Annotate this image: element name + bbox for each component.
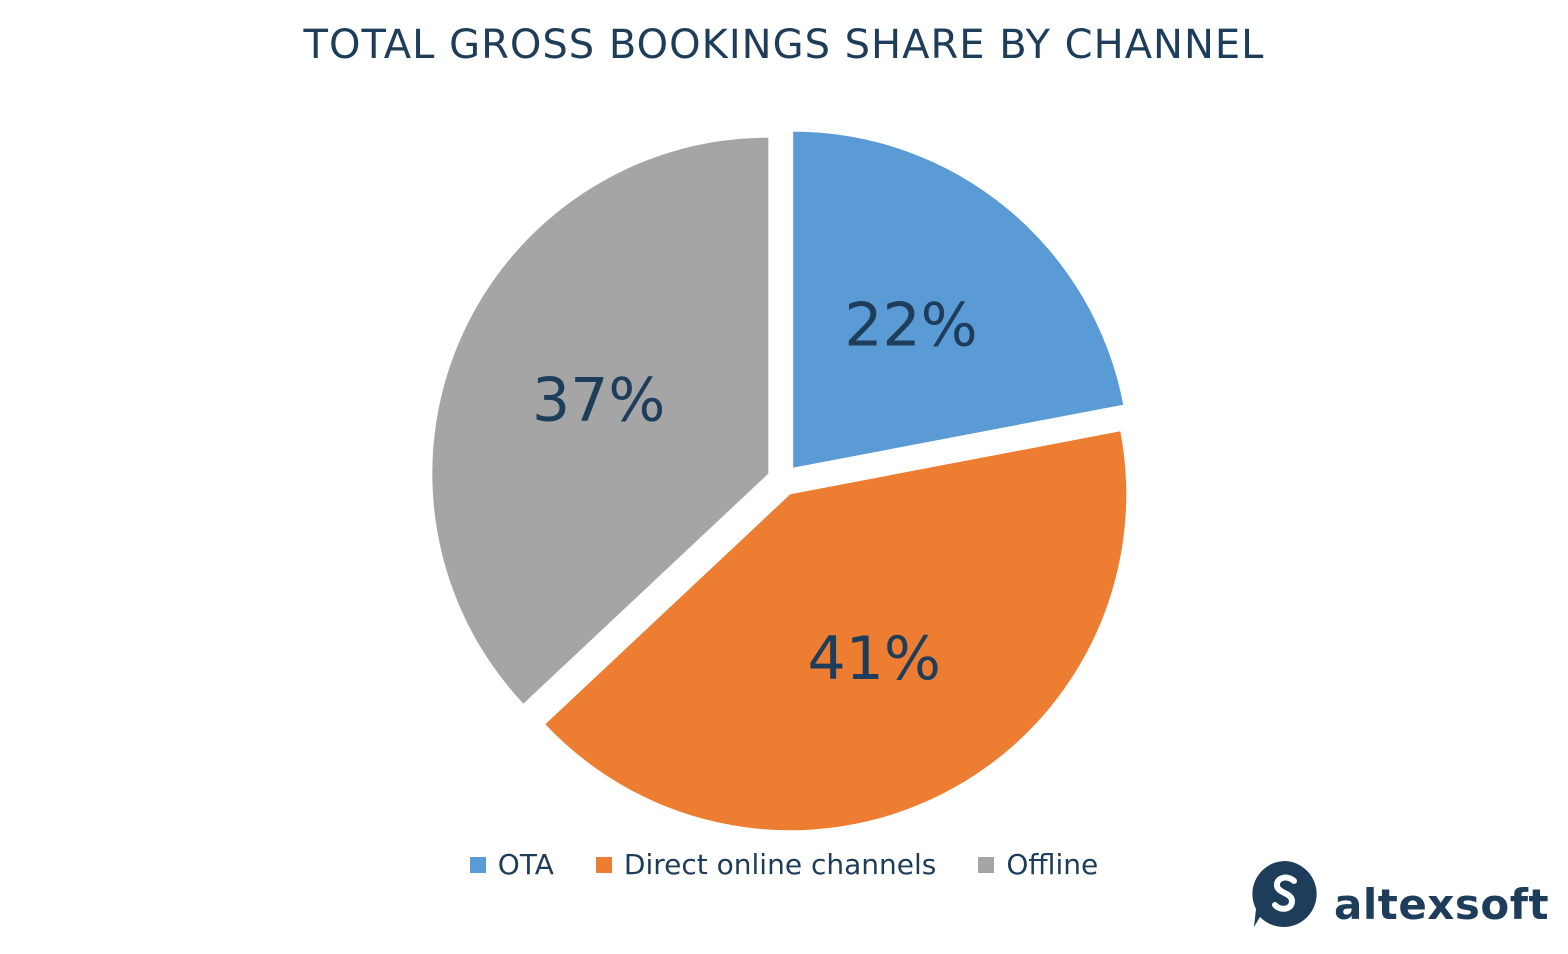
pie-label-direct-online-channels: 41% [807,624,940,694]
legend-label-offline: Offline [1006,848,1099,881]
legend-item-offline: Offline [978,848,1098,881]
legend-swatch-ota [469,856,486,873]
pie-label-ota: 22% [844,290,977,360]
pie-label-offline: 37% [532,365,665,435]
altexsoft-logo-icon [1252,860,1317,927]
pie-slices [432,131,1127,831]
legend-swatch-direct-online-channels [595,856,612,873]
legend-item-ota: OTA [469,848,554,881]
legend-label-direct-online-channels: Direct online channels [623,848,937,881]
pie-labels: 22% 41% 37% [532,290,978,694]
legend-swatch-offline [978,856,995,873]
legend: OTA Direct online channels Offline [0,848,1568,881]
brand-logo: altexsoft [1250,858,1549,929]
legend-label-ota: OTA [497,848,554,881]
brand-name: altexsoft [1334,880,1550,929]
pie-slice-offline [432,137,769,704]
chart-title: TOTAL GROSS BOOKINGS SHARE BY CHANNEL [303,22,1265,68]
pie-slice-ota [793,131,1124,468]
legend-item-direct-online-channels: Direct online channels [595,848,937,881]
pie-slice-direct-online-channels [545,431,1127,831]
